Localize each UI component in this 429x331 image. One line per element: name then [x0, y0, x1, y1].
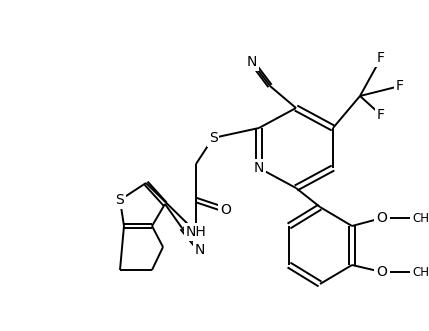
Text: F: F	[396, 79, 404, 93]
Text: O: O	[377, 211, 387, 225]
Text: N: N	[195, 243, 205, 257]
Text: N: N	[254, 161, 264, 175]
Text: F: F	[377, 108, 385, 122]
Text: CH₃: CH₃	[412, 265, 429, 278]
Text: F: F	[377, 51, 385, 65]
Text: O: O	[377, 265, 387, 279]
Text: CH₃: CH₃	[412, 212, 429, 224]
Text: N: N	[247, 55, 257, 69]
Text: S: S	[116, 193, 124, 207]
Text: O: O	[221, 203, 231, 217]
Text: NH: NH	[186, 225, 206, 239]
Text: S: S	[208, 131, 218, 145]
